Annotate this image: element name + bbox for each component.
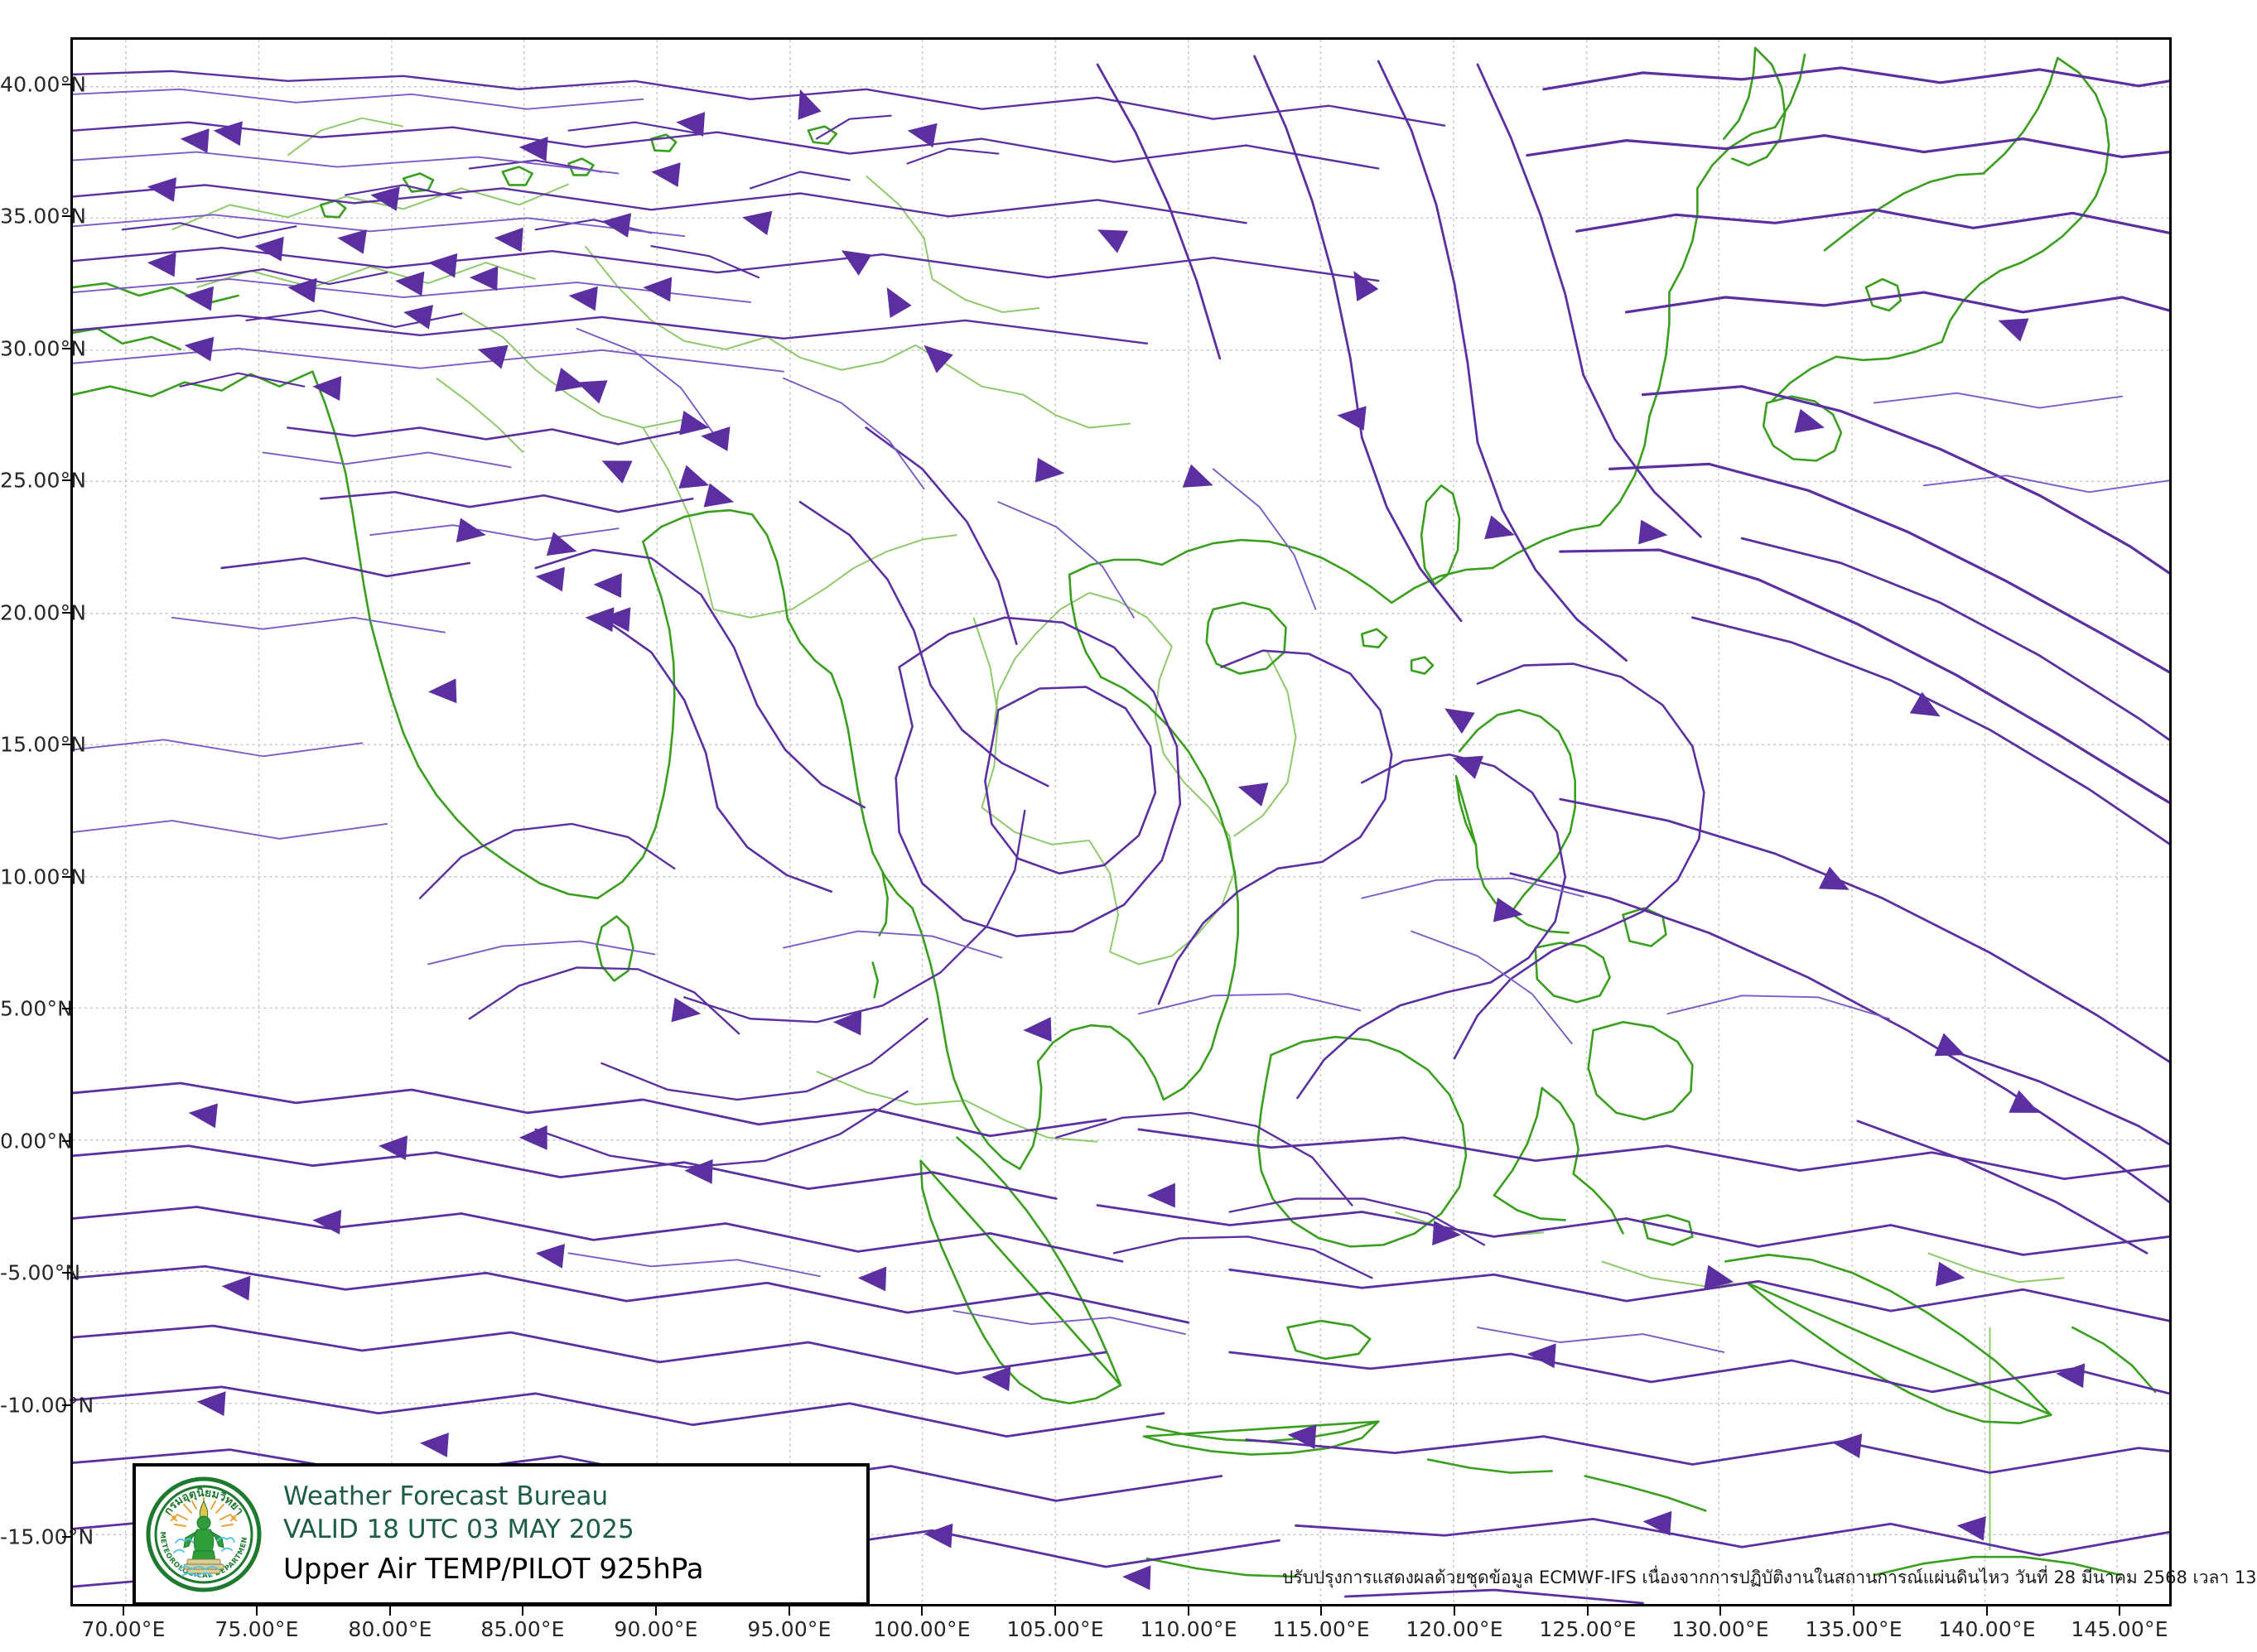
country-borders bbox=[171, 117, 2065, 1551]
map-plot-area[interactable] bbox=[70, 37, 2172, 1606]
y-tick-label: -10.00°N bbox=[0, 1393, 94, 1418]
x-tick-mark bbox=[921, 1606, 923, 1616]
x-tick-mark bbox=[2119, 1606, 2120, 1616]
y-tick-mark bbox=[62, 1404, 71, 1406]
legend-text-block: Weather Forecast Bureau VALID 18 UTC 03 … bbox=[283, 1481, 704, 1587]
y-tick-mark bbox=[62, 612, 71, 614]
x-tick-label: 130.00°E bbox=[1671, 1617, 1769, 1641]
seal-icon: กรมอุตุนิยมวิทยา METEOROLOGICAL DEPARTME… bbox=[143, 1471, 262, 1592]
y-tick-label: 25.00°N bbox=[0, 468, 87, 493]
data-source-footnote: ปรับปรุงการแสดงผลด้วยชุดข้อมูล ECMWF-IFS… bbox=[1282, 1568, 2257, 1587]
y-tick-mark bbox=[62, 215, 71, 217]
y-tick-mark bbox=[62, 1008, 71, 1009]
y-tick-label: 5.00°N bbox=[0, 996, 74, 1021]
x-tick-mark bbox=[789, 1606, 790, 1616]
x-tick-mark bbox=[1986, 1606, 1988, 1616]
x-tick-label: 85.00°E bbox=[480, 1617, 565, 1641]
x-tick-mark bbox=[522, 1606, 523, 1616]
x-tick-label: 75.00°E bbox=[215, 1617, 299, 1641]
legend-product-title: Upper Air TEMP/PILOT 925hPa bbox=[283, 1553, 704, 1587]
x-tick-mark bbox=[1853, 1606, 1854, 1616]
y-tick-label: 15.00°N bbox=[0, 732, 87, 757]
x-tick-label: 110.00°E bbox=[1140, 1617, 1237, 1641]
x-tick-label: 70.00°E bbox=[81, 1617, 166, 1641]
y-tick-label: 0.00°N bbox=[0, 1129, 74, 1154]
streamline-direction-arrows bbox=[146, 84, 2086, 1591]
y-tick-label: 20.00°N bbox=[0, 600, 87, 625]
y-tick-mark bbox=[62, 479, 71, 481]
y-tick-mark bbox=[62, 1272, 71, 1274]
x-tick-mark bbox=[389, 1606, 391, 1616]
x-tick-label: 120.00°E bbox=[1406, 1617, 1503, 1641]
gridlines bbox=[73, 40, 2169, 1604]
y-tick-mark bbox=[62, 1536, 71, 1538]
x-tick-label: 140.00°E bbox=[1938, 1617, 2036, 1641]
y-tick-mark bbox=[62, 744, 71, 745]
x-tick-mark bbox=[123, 1606, 124, 1616]
x-tick-label: 115.00°E bbox=[1272, 1617, 1370, 1641]
y-tick-label: -15.00°N bbox=[0, 1524, 94, 1549]
y-tick-mark bbox=[62, 348, 71, 349]
x-tick-mark bbox=[1587, 1606, 1589, 1616]
x-tick-mark bbox=[1188, 1606, 1189, 1616]
coastlines bbox=[73, 46, 2157, 1578]
x-tick-label: 105.00°E bbox=[1006, 1617, 1104, 1641]
x-tick-mark bbox=[655, 1606, 657, 1616]
x-tick-mark bbox=[1719, 1606, 1721, 1616]
tmd-seal-logo: กรมอุตุนิยมวิทยา METEOROLOGICAL DEPARTME… bbox=[143, 1471, 262, 1592]
x-tick-label: 90.00°E bbox=[614, 1617, 698, 1641]
x-tick-label: 125.00°E bbox=[1539, 1617, 1637, 1641]
x-tick-label: 135.00°E bbox=[1805, 1617, 1903, 1641]
x-tick-mark bbox=[1454, 1606, 1455, 1616]
legend-valid-time: VALID 18 UTC 03 MAY 2025 bbox=[283, 1515, 634, 1545]
x-tick-mark bbox=[256, 1606, 258, 1616]
y-tick-mark bbox=[62, 84, 71, 85]
x-tick-mark bbox=[1320, 1606, 1322, 1616]
x-tick-label: 80.00°E bbox=[348, 1617, 432, 1641]
y-tick-mark bbox=[62, 876, 71, 878]
streamlines bbox=[73, 55, 2169, 1604]
y-tick-mark bbox=[62, 1140, 71, 1142]
x-tick-mark bbox=[1054, 1606, 1056, 1616]
map-canvas bbox=[73, 40, 2169, 1604]
y-tick-label: 35.00°N bbox=[0, 204, 87, 229]
x-tick-label: 95.00°E bbox=[747, 1617, 832, 1641]
x-tick-label: 145.00°E bbox=[2071, 1617, 2168, 1641]
legend-box: กรมอุตุนิยมวิทยา METEOROLOGICAL DEPARTME… bbox=[133, 1463, 870, 1606]
y-tick-label: -5.00°N bbox=[0, 1260, 81, 1285]
y-tick-label: 30.00°N bbox=[0, 336, 87, 361]
x-tick-label: 100.00°E bbox=[873, 1617, 971, 1641]
y-tick-label: 10.00°N bbox=[0, 865, 87, 889]
legend-bureau-title: Weather Forecast Bureau bbox=[283, 1481, 609, 1512]
y-tick-label: 40.00°N bbox=[0, 72, 87, 97]
